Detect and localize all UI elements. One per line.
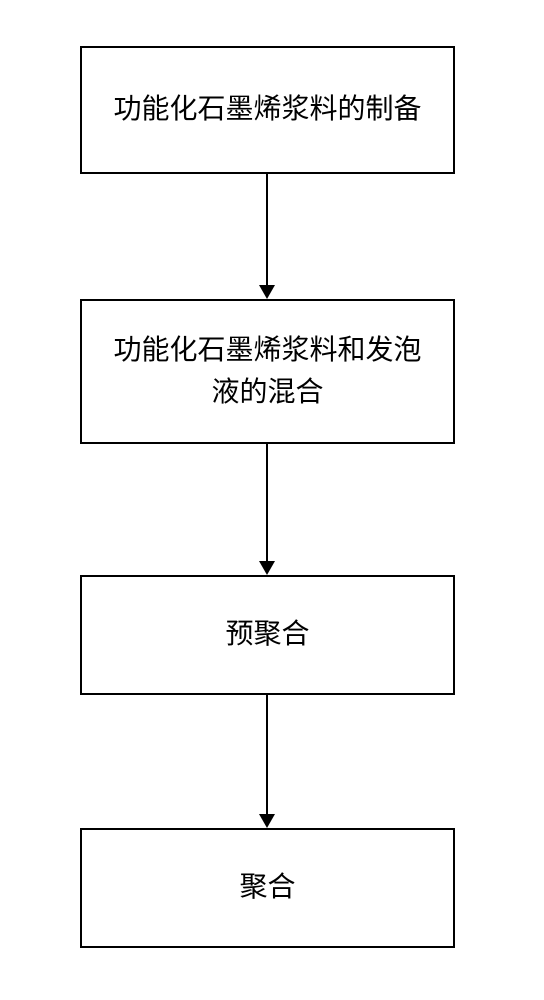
flowchart-edge-2-stem (266, 444, 268, 561)
node-label: 聚合 (239, 867, 295, 909)
node-label: 预聚合 (225, 614, 309, 656)
flowchart-canvas: 功能化石墨烯浆料的制备 功能化石墨烯浆料和发泡液的混合 预聚合 聚合 (0, 0, 544, 1000)
flowchart-edge-1-stem (266, 174, 268, 285)
flowchart-node-2: 功能化石墨烯浆料和发泡液的混合 (80, 299, 455, 444)
flowchart-edge-2-head (259, 561, 275, 575)
flowchart-edge-3-stem (266, 695, 268, 814)
flowchart-edge-3-head (259, 814, 275, 828)
node-label: 功能化石墨烯浆料的制备 (113, 89, 421, 131)
flowchart-node-3: 预聚合 (80, 575, 455, 695)
node-label: 功能化石墨烯浆料和发泡液的混合 (100, 330, 435, 414)
flowchart-edge-1-head (259, 285, 275, 299)
flowchart-node-4: 聚合 (80, 828, 455, 948)
flowchart-node-1: 功能化石墨烯浆料的制备 (80, 46, 455, 174)
